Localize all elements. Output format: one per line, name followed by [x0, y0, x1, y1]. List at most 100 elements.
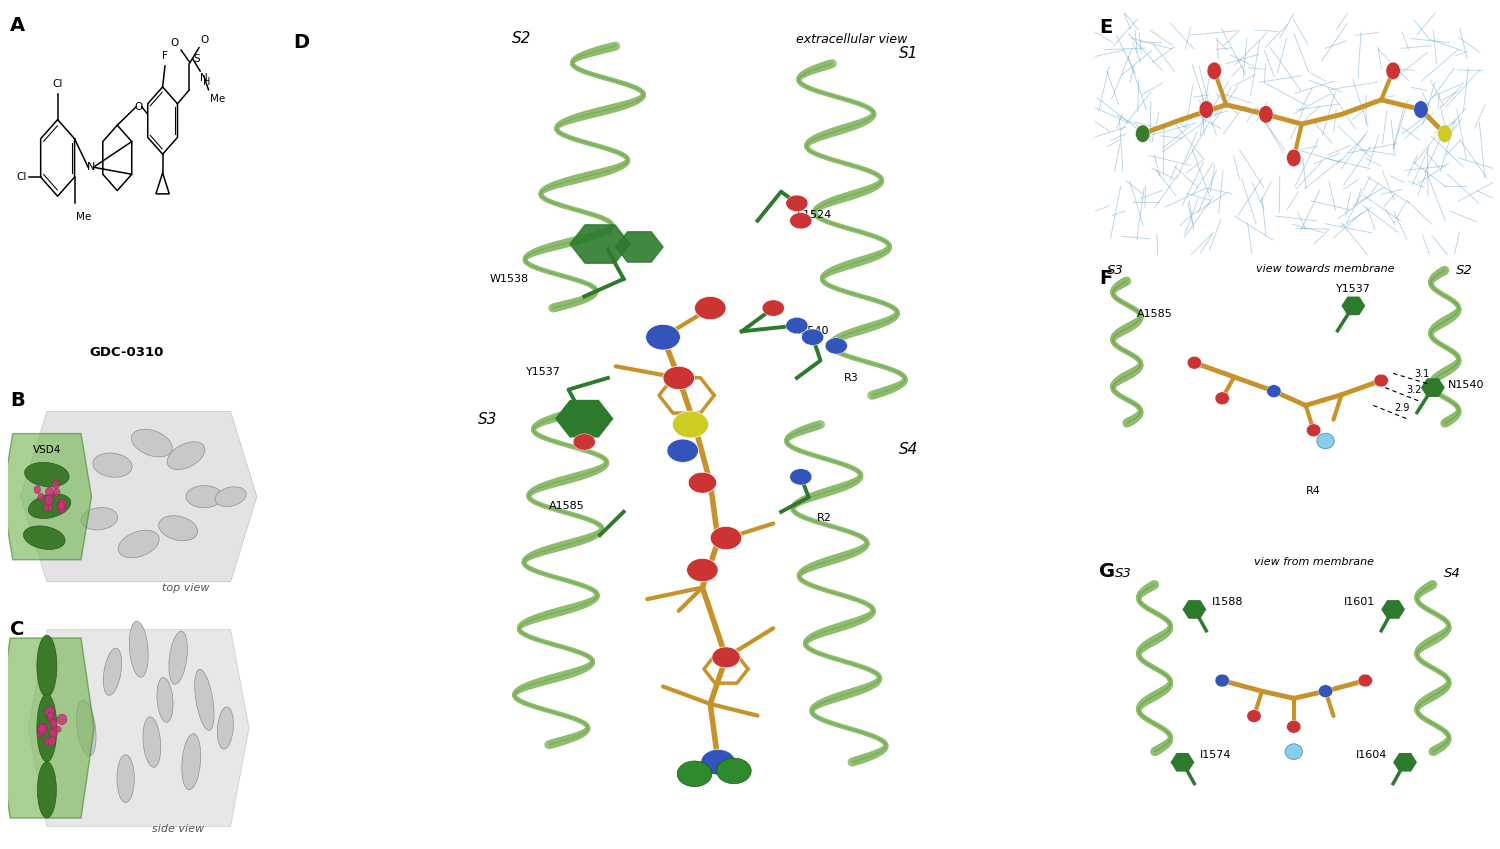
Text: B: B	[10, 391, 26, 410]
Polygon shape	[1422, 379, 1444, 396]
Circle shape	[1287, 149, 1300, 166]
Text: N1540: N1540	[794, 326, 830, 336]
Ellipse shape	[166, 441, 206, 469]
Text: E: E	[1100, 18, 1112, 37]
Circle shape	[40, 725, 46, 732]
Circle shape	[34, 486, 40, 493]
Ellipse shape	[38, 762, 57, 818]
Text: N: N	[87, 162, 94, 172]
Circle shape	[56, 727, 62, 732]
Circle shape	[58, 502, 64, 510]
Text: N: N	[200, 73, 208, 83]
Circle shape	[790, 469, 812, 485]
Circle shape	[57, 714, 68, 725]
Polygon shape	[0, 638, 94, 818]
Polygon shape	[1184, 601, 1206, 618]
Ellipse shape	[81, 508, 117, 530]
Circle shape	[1374, 374, 1389, 387]
Ellipse shape	[195, 669, 214, 730]
Text: G: G	[1100, 562, 1114, 581]
Text: Me: Me	[76, 212, 92, 222]
Circle shape	[44, 504, 50, 511]
Circle shape	[1286, 744, 1302, 760]
Text: Cl: Cl	[53, 79, 63, 89]
Text: view from membrane: view from membrane	[1254, 557, 1374, 567]
Ellipse shape	[38, 635, 57, 697]
Circle shape	[53, 724, 57, 730]
Ellipse shape	[182, 734, 201, 790]
Circle shape	[1386, 62, 1401, 80]
Text: top view: top view	[162, 583, 210, 593]
Text: E1524: E1524	[796, 210, 832, 220]
Text: 3.2: 3.2	[1406, 385, 1422, 395]
Circle shape	[1215, 674, 1230, 687]
Circle shape	[645, 324, 681, 350]
Text: N1540: N1540	[1448, 380, 1485, 390]
Circle shape	[1266, 385, 1281, 397]
Ellipse shape	[214, 486, 246, 507]
Ellipse shape	[117, 755, 135, 802]
Circle shape	[717, 758, 752, 784]
Text: F: F	[1100, 269, 1112, 288]
Text: Y1537: Y1537	[526, 367, 561, 377]
Polygon shape	[21, 412, 256, 582]
Circle shape	[58, 500, 64, 508]
Text: F: F	[162, 51, 168, 61]
Text: S3: S3	[1107, 264, 1124, 277]
Text: Cl: Cl	[16, 172, 27, 182]
Ellipse shape	[93, 453, 132, 477]
Ellipse shape	[38, 694, 57, 762]
Text: I1601: I1601	[1344, 598, 1376, 607]
Circle shape	[58, 504, 66, 513]
Text: S: S	[194, 54, 200, 64]
Circle shape	[663, 366, 694, 390]
Ellipse shape	[142, 717, 160, 767]
Circle shape	[45, 706, 54, 717]
Circle shape	[38, 493, 44, 501]
Circle shape	[786, 195, 808, 211]
Text: VSD4: VSD4	[33, 445, 62, 454]
Circle shape	[48, 737, 56, 745]
Text: 2.9: 2.9	[1395, 402, 1410, 413]
Circle shape	[1136, 125, 1150, 143]
Circle shape	[45, 495, 53, 505]
Polygon shape	[3, 434, 92, 559]
Circle shape	[38, 723, 48, 734]
Circle shape	[712, 647, 740, 668]
Circle shape	[50, 728, 57, 737]
Polygon shape	[28, 630, 249, 826]
Text: O: O	[171, 37, 178, 48]
Text: Me: Me	[210, 94, 225, 104]
Circle shape	[58, 499, 66, 508]
Text: S4: S4	[1444, 567, 1461, 581]
Circle shape	[1306, 424, 1322, 436]
Ellipse shape	[28, 494, 70, 519]
Circle shape	[1198, 101, 1214, 118]
Text: D: D	[292, 33, 309, 53]
Ellipse shape	[217, 707, 234, 749]
Text: S4: S4	[900, 441, 918, 457]
Circle shape	[688, 472, 717, 493]
Text: R3: R3	[844, 373, 859, 383]
Text: H: H	[202, 76, 210, 87]
Ellipse shape	[159, 515, 198, 541]
Text: R2: R2	[816, 513, 831, 523]
Ellipse shape	[118, 530, 159, 558]
Ellipse shape	[24, 526, 64, 549]
Circle shape	[672, 411, 708, 438]
Text: side view: side view	[152, 824, 204, 834]
Circle shape	[676, 761, 712, 787]
Circle shape	[786, 318, 808, 334]
Circle shape	[54, 488, 60, 497]
Circle shape	[50, 720, 57, 727]
Circle shape	[573, 434, 596, 450]
Circle shape	[801, 329, 824, 346]
Polygon shape	[570, 225, 630, 263]
Circle shape	[668, 439, 699, 463]
Circle shape	[1287, 720, 1300, 734]
Text: 3.1: 3.1	[1414, 369, 1430, 379]
Circle shape	[1437, 125, 1452, 143]
Circle shape	[46, 504, 53, 511]
Circle shape	[1258, 105, 1274, 123]
Circle shape	[1208, 62, 1221, 80]
